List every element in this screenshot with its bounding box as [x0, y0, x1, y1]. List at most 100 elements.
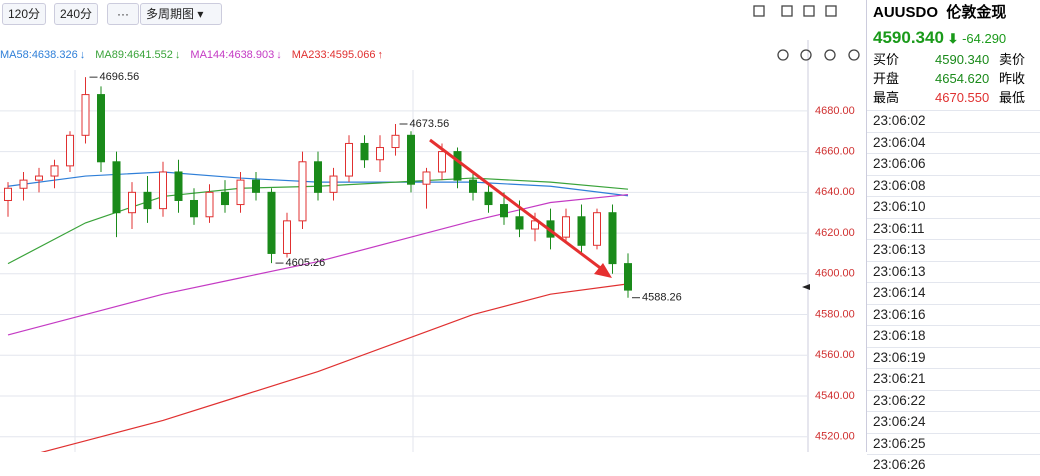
candle-body	[298, 161, 307, 222]
y-tick-label: 4540.00	[815, 390, 855, 402]
ma-arrow: ↑	[378, 49, 384, 61]
candle-body	[531, 220, 539, 230]
row-value: 4654.620	[935, 71, 990, 86]
button-label: 多周期图	[146, 7, 195, 21]
tick-time: 23:06:10	[867, 196, 1040, 218]
ma-sep: :	[124, 49, 127, 61]
y-tick-label: 4660.00	[815, 146, 855, 158]
candle-body	[283, 220, 291, 254]
ma-line	[7, 193, 629, 336]
row-label2: 昨收	[999, 71, 1026, 86]
candle-body	[236, 179, 245, 206]
multi-period-button[interactable]: 多周期图 ▾	[140, 3, 222, 25]
y-tick-label: 4520.00	[815, 431, 855, 443]
tick-time: 23:06:13	[867, 260, 1040, 283]
candle-body	[484, 191, 493, 206]
ma-arrow: ↓	[80, 49, 86, 61]
ma-arrow: ↓	[175, 49, 181, 61]
chart: 4520.00 4540.00 4560.00 4580.00 4600.00 4620.…	[0, 5, 860, 452]
candle-body	[97, 94, 105, 163]
tick-time: 23:06:11	[867, 217, 1040, 240]
ma-value: 4641.552	[127, 49, 173, 61]
ma-name: MA233	[292, 49, 327, 61]
candle-body	[329, 175, 338, 193]
candle-body	[174, 171, 183, 201]
tick-time: 23:06:06	[867, 153, 1040, 175]
candle-body	[19, 179, 28, 189]
candle-body	[267, 191, 276, 254]
last-price: 4590.340	[873, 28, 944, 47]
candle-body	[159, 171, 167, 210]
row-value: 4670.550	[935, 90, 990, 105]
candle-body	[453, 151, 462, 181]
tick-time: 23:06:13	[867, 239, 1040, 261]
y-tick-label: 4560.00	[815, 349, 855, 361]
candle-body	[624, 263, 632, 291]
tick-time: 23:06:19	[867, 346, 1040, 369]
row-label2: 卖价	[999, 52, 1026, 67]
price-pointer	[802, 284, 810, 290]
ma-name: MA58	[0, 49, 29, 61]
row-label2: 最低	[999, 90, 1026, 105]
quote-row: 最高 4670.550 最低	[867, 88, 1040, 107]
candle-body	[422, 171, 431, 185]
candle-body	[221, 191, 229, 206]
candle-body	[407, 134, 415, 185]
quote-row: 买价 4590.340 卖价	[867, 50, 1040, 69]
tick-time: 23:06:25	[867, 432, 1040, 455]
candle-body	[66, 134, 74, 167]
tick-time: 23:06:02	[867, 110, 1040, 132]
ma-line	[40, 283, 629, 452]
row-value: 4590.340	[935, 52, 990, 67]
trend-arrow	[429, 138, 604, 272]
tick-time: 23:06:26	[867, 454, 1040, 476]
ma-name: MA89	[95, 49, 124, 61]
candle-body	[515, 216, 524, 230]
candle-body	[50, 165, 59, 177]
candle-body	[360, 142, 369, 161]
symbol-name: 伦敦金现	[946, 4, 1007, 21]
tick-time: 23:06:04	[867, 131, 1040, 154]
annotation-label: 4588.26	[642, 292, 682, 304]
candle-body	[112, 161, 121, 214]
candle-body	[128, 191, 136, 214]
ma-value: 4638.326	[32, 49, 78, 61]
candle-body	[35, 175, 43, 181]
row-label: 开盘	[873, 71, 900, 86]
candle-body	[252, 179, 260, 193]
trend-arrowhead	[594, 263, 612, 278]
period-button[interactable]: 240分	[54, 3, 99, 25]
ma-legend: MA58:4638.326 ↓ MA89:4641.552 ↓ MA144:4638.9…	[0, 49, 383, 61]
annotation-label: 4605.26	[286, 257, 326, 269]
candle-body	[190, 199, 198, 218]
ma-arrow: ↓	[276, 49, 282, 61]
tick-time: 23:06:24	[867, 411, 1040, 433]
tick-time: 23:06:16	[867, 303, 1040, 326]
ma-sep: :	[225, 49, 228, 61]
menu-button[interactable]: ···	[107, 3, 139, 25]
y-tick-label: 4620.00	[815, 227, 855, 239]
ma-name: MA144	[190, 49, 225, 61]
tick-time: 23:06:22	[867, 389, 1040, 412]
quote-panel: AUUSDO 伦敦金现 4590.340 ⬇ -64.290 买价 4590.34…	[866, 0, 1040, 472]
candle-body	[546, 220, 555, 238]
quote-row: 开盘 4654.620 昨收	[867, 69, 1040, 88]
ma-sep: :	[29, 49, 32, 61]
candle-body	[593, 212, 601, 246]
candle-body	[376, 147, 384, 161]
row-label: 最高	[873, 90, 900, 105]
ma-line	[7, 171, 629, 197]
tool-icons	[753, 5, 860, 61]
candle-body	[81, 94, 90, 136]
candle-body	[345, 142, 353, 177]
tick-time: 23:06:08	[867, 174, 1040, 197]
candle-body	[469, 179, 477, 193]
annotation-label: 4673.56	[410, 118, 450, 130]
tick-time: 23:06:14	[867, 282, 1040, 304]
y-tick-label: 4640.00	[815, 186, 855, 198]
candle-body	[438, 151, 446, 173]
candle-body	[391, 134, 400, 149]
y-tick-label: 4680.00	[815, 105, 855, 117]
period-button[interactable]: 120分	[2, 3, 47, 25]
